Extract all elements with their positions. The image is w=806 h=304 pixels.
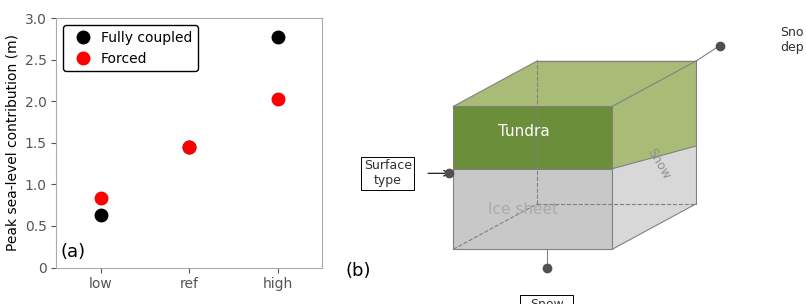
Text: Tundra: Tundra xyxy=(497,124,550,139)
Polygon shape xyxy=(613,146,696,249)
Text: (a): (a) xyxy=(61,243,86,261)
Polygon shape xyxy=(453,61,696,106)
Legend: Fully coupled, Forced: Fully coupled, Forced xyxy=(64,25,197,71)
Text: Snow: Snow xyxy=(645,146,673,182)
Polygon shape xyxy=(538,61,696,204)
Text: Snow
fraction: Snow fraction xyxy=(522,298,571,304)
Text: Ice sheet: Ice sheet xyxy=(488,202,559,216)
Y-axis label: Peak sea-level contribution (m): Peak sea-level contribution (m) xyxy=(5,34,19,251)
Polygon shape xyxy=(453,169,613,249)
Text: Sno
dep: Sno dep xyxy=(780,26,804,54)
Text: (b): (b) xyxy=(346,262,372,280)
Polygon shape xyxy=(613,61,696,169)
Text: Surface
type: Surface type xyxy=(364,159,412,187)
Polygon shape xyxy=(453,106,613,169)
